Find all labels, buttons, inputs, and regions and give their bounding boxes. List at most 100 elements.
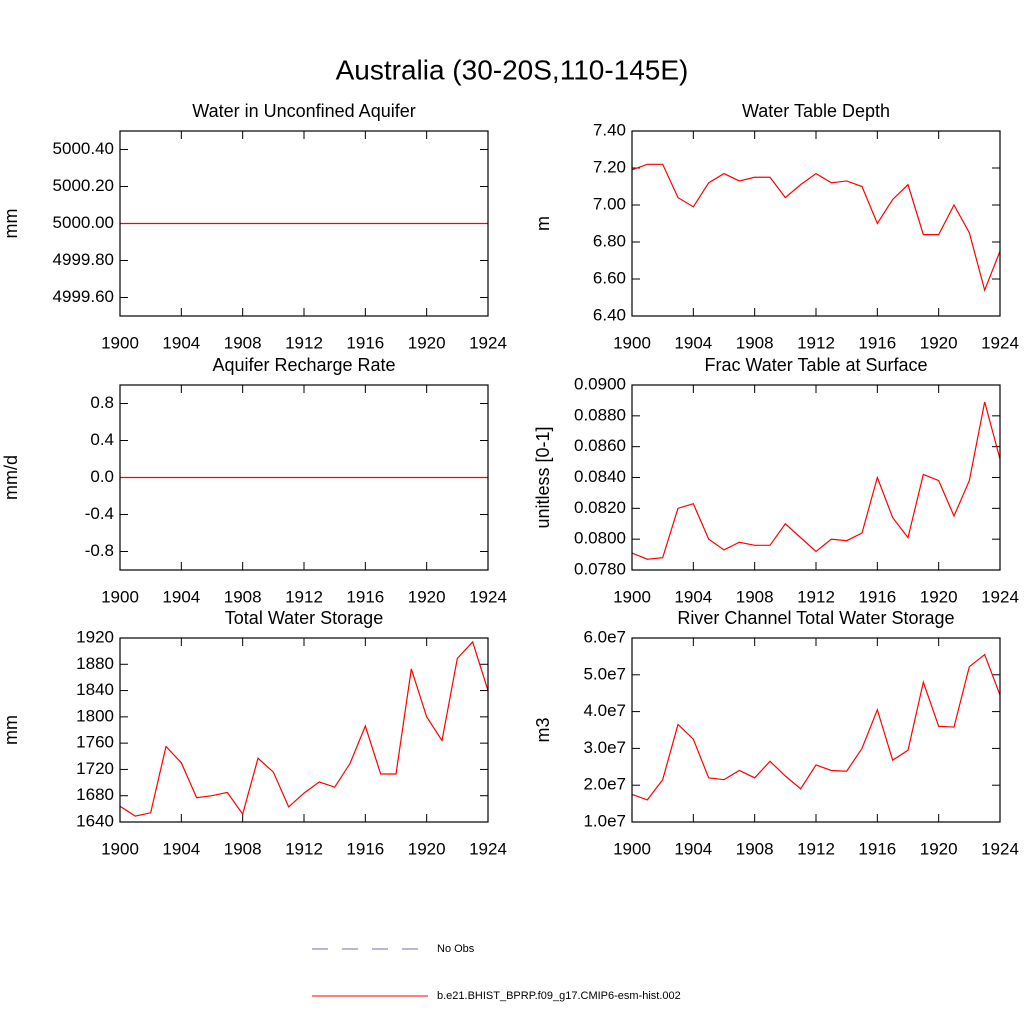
y-axis-label: mm/d <box>1 455 21 500</box>
x-tick-label: 1900 <box>613 587 651 606</box>
y-tick-label: 0.0 <box>90 467 114 486</box>
x-tick-label: 1908 <box>736 839 774 858</box>
data-line <box>631 653 1001 801</box>
x-tick-label: 1912 <box>797 839 835 858</box>
plot-frame <box>119 130 489 317</box>
y-axis-label: mm <box>1 715 21 745</box>
plot-frame <box>631 637 1001 823</box>
y-tick-label: 5000.20 <box>53 176 114 195</box>
y-tick-label: 4999.80 <box>53 250 114 269</box>
y-tick-label: 5.0e7 <box>583 664 626 683</box>
x-tick-label: 1908 <box>736 587 774 606</box>
panel-title: Aquifer Recharge Rate <box>212 355 395 375</box>
x-tick-label: 1900 <box>613 333 651 352</box>
y-tick-label: 0.0800 <box>574 529 626 548</box>
x-tick-label: 1920 <box>408 839 446 858</box>
y-tick-label: 6.0e7 <box>583 627 626 646</box>
data-line <box>119 640 489 817</box>
x-tick-label: 1916 <box>346 839 384 858</box>
x-tick-label: 1904 <box>162 333 200 352</box>
y-tick-label: 1.0e7 <box>583 811 626 830</box>
y-tick-label: 1880 <box>76 654 114 673</box>
x-tick-label: 1908 <box>224 333 262 352</box>
x-tick-label: 1912 <box>797 333 835 352</box>
data-line <box>631 401 1001 560</box>
y-tick-label: 7.40 <box>593 120 626 139</box>
y-tick-label: 0.0880 <box>574 405 626 424</box>
x-tick-label: 1916 <box>858 587 896 606</box>
y-tick-label: 0.4 <box>90 430 114 449</box>
y-axis-label: m <box>533 216 553 231</box>
y-tick-label: 7.00 <box>593 194 626 213</box>
x-tick-label: 1908 <box>736 333 774 352</box>
legend-label: No Obs <box>437 943 475 955</box>
y-tick-label: 6.40 <box>593 305 626 324</box>
y-tick-label: 0.0820 <box>574 498 626 517</box>
plot-frame <box>119 637 489 823</box>
y-tick-label: 6.80 <box>593 231 626 250</box>
plot-frame <box>119 384 489 571</box>
x-tick-label: 1924 <box>469 839 507 858</box>
x-tick-label: 1924 <box>981 333 1019 352</box>
data-line <box>631 163 1001 293</box>
y-axis-label: mm <box>1 209 21 239</box>
y-tick-label: 1760 <box>76 733 114 752</box>
plot-frame <box>631 130 1001 317</box>
y-tick-label: 0.0780 <box>574 559 626 578</box>
y-tick-label: 1720 <box>76 759 114 778</box>
x-tick-label: 1904 <box>674 839 712 858</box>
y-tick-label: 7.20 <box>593 157 626 176</box>
x-tick-label: 1924 <box>981 839 1019 858</box>
plot-frame <box>631 384 1001 571</box>
y-tick-label: 1920 <box>76 627 114 646</box>
x-tick-label: 1904 <box>674 333 712 352</box>
x-tick-label: 1900 <box>613 839 651 858</box>
x-tick-label: 1920 <box>920 587 958 606</box>
panel-title: Total Water Storage <box>225 608 383 628</box>
y-tick-label: 0.8 <box>90 393 114 412</box>
x-tick-label: 1900 <box>101 333 139 352</box>
y-tick-label: 6.60 <box>593 268 626 287</box>
x-tick-label: 1920 <box>920 333 958 352</box>
y-tick-label: 1640 <box>76 811 114 830</box>
figure-title: Australia (30-20S,110-145E) <box>336 54 689 85</box>
x-tick-label: 1908 <box>224 839 262 858</box>
x-tick-label: 1900 <box>101 587 139 606</box>
y-tick-label: 1800 <box>76 706 114 725</box>
x-tick-label: 1908 <box>224 587 262 606</box>
x-tick-label: 1912 <box>285 839 323 858</box>
legend-label: b.e21.BHIST_BPRP.f09_g17.CMIP6-esm-hist.… <box>437 990 681 1002</box>
x-tick-label: 1924 <box>469 333 507 352</box>
x-tick-label: 1924 <box>469 587 507 606</box>
y-tick-label: 4999.60 <box>53 287 114 306</box>
panel-title: Water Table Depth <box>742 101 890 121</box>
y-tick-label: 5000.00 <box>53 213 114 232</box>
y-axis-label: unitless [0-1] <box>533 426 553 528</box>
x-tick-label: 1916 <box>858 333 896 352</box>
x-tick-label: 1924 <box>981 587 1019 606</box>
x-tick-label: 1920 <box>408 333 446 352</box>
x-tick-label: 1904 <box>162 839 200 858</box>
y-tick-label: 4.0e7 <box>583 701 626 720</box>
x-tick-label: 1904 <box>162 587 200 606</box>
y-tick-label: 1680 <box>76 785 114 804</box>
x-tick-label: 1920 <box>920 839 958 858</box>
y-tick-label: 0.0900 <box>574 374 626 393</box>
x-tick-label: 1904 <box>674 587 712 606</box>
y-tick-label: 5000.40 <box>53 139 114 158</box>
panel-title: River Channel Total Water Storage <box>677 608 954 628</box>
x-tick-label: 1916 <box>346 587 384 606</box>
x-tick-label: 1912 <box>285 333 323 352</box>
y-tick-label: 0.0860 <box>574 436 626 455</box>
panel-title: Frac Water Table at Surface <box>704 355 927 375</box>
y-tick-label: 3.0e7 <box>583 738 626 757</box>
x-tick-label: 1916 <box>858 839 896 858</box>
y-tick-label: 0.0840 <box>574 467 626 486</box>
x-tick-label: 1900 <box>101 839 139 858</box>
x-tick-label: 1916 <box>346 333 384 352</box>
x-tick-label: 1912 <box>797 587 835 606</box>
panel-title: Water in Unconfined Aquifer <box>192 101 415 121</box>
y-tick-label: 1840 <box>76 680 114 699</box>
y-axis-label: m3 <box>533 717 553 742</box>
